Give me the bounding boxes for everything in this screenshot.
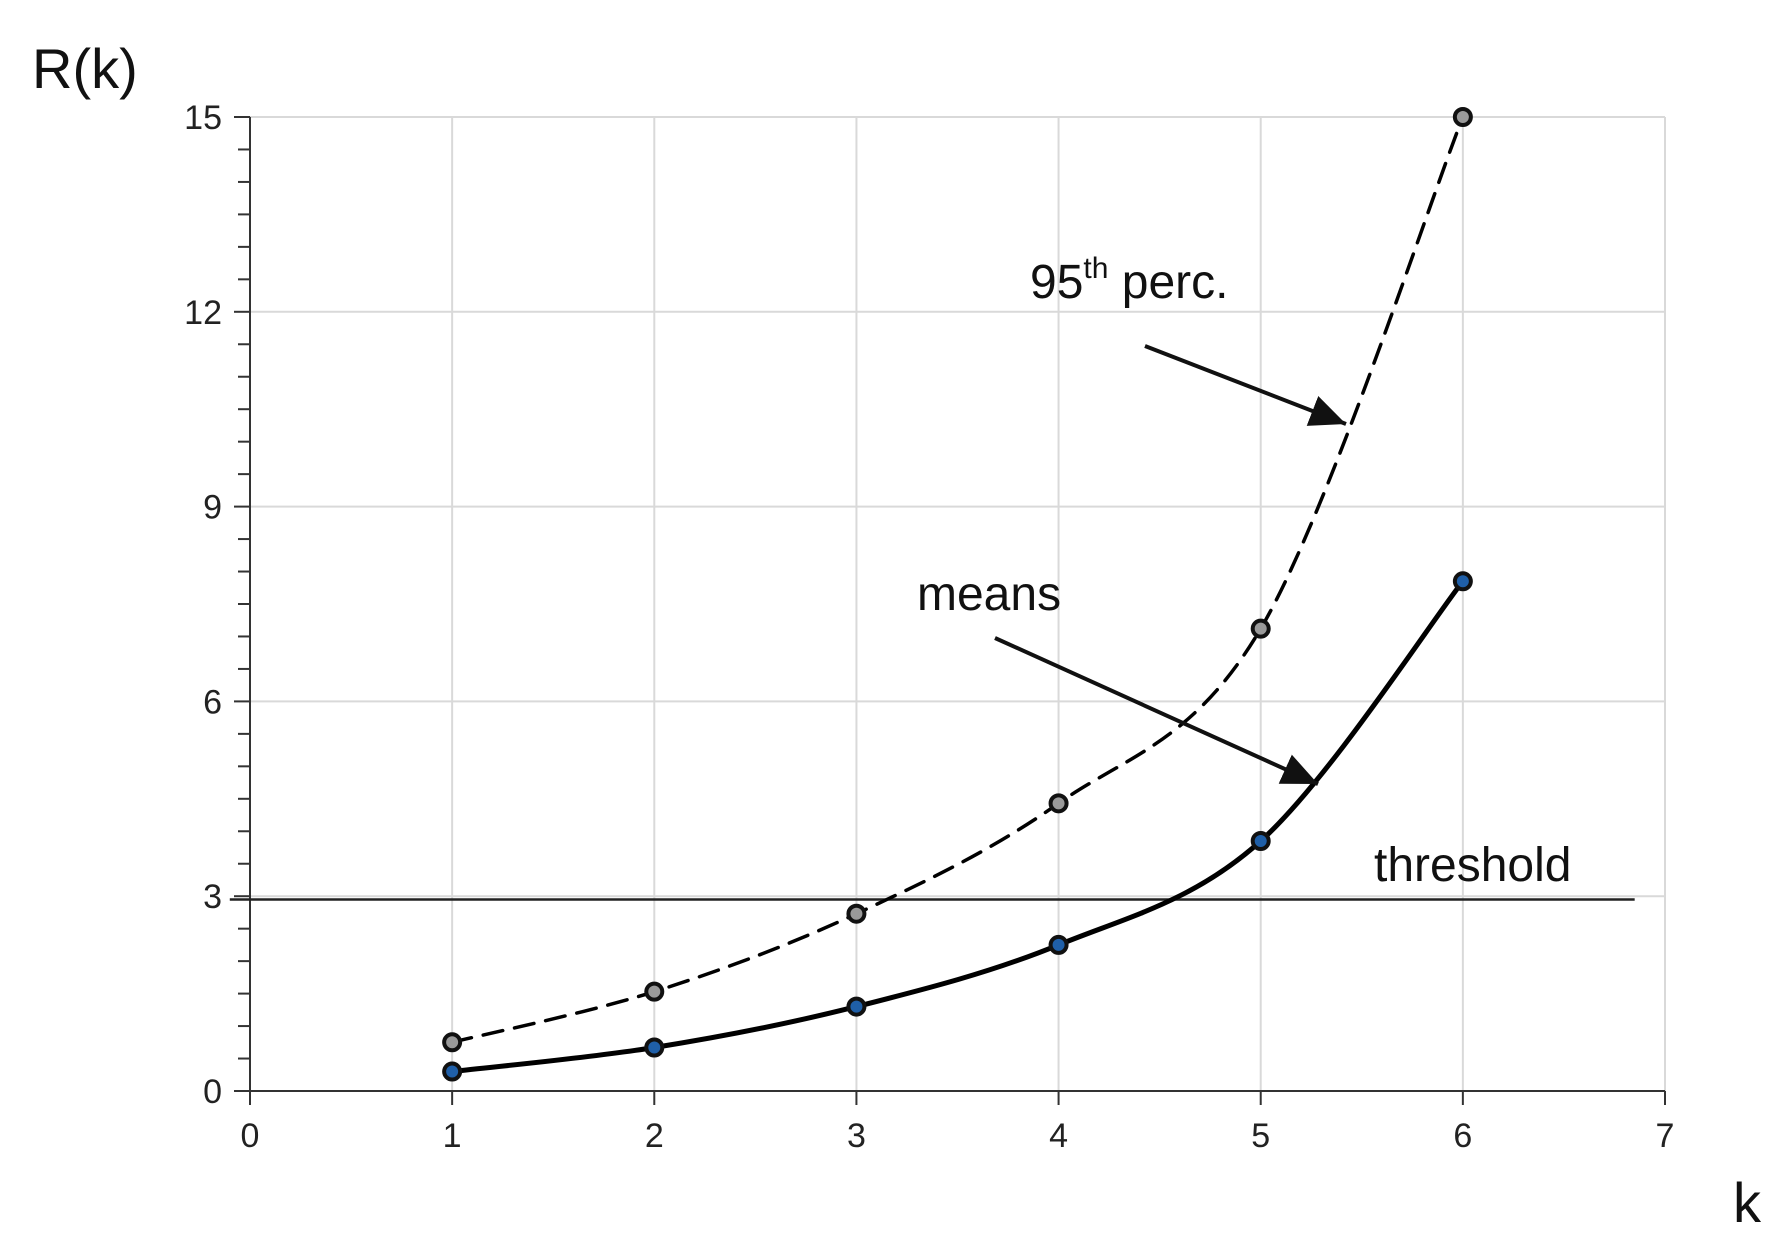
series-0-point-5	[1250, 831, 1271, 852]
series-1-point-1	[442, 1032, 463, 1053]
x-tick-label-0: 0	[241, 1117, 260, 1155]
series-1-point-3	[846, 903, 867, 924]
annotation-means: means	[917, 568, 1061, 621]
annotation-perc: 95th perc.	[1030, 252, 1228, 309]
y-tick-label-6: 6	[203, 683, 222, 721]
series-0-point-1	[442, 1061, 463, 1082]
series-1-point-5	[1250, 618, 1271, 639]
series-1-point-4	[1048, 793, 1069, 814]
annotation-layer: 95th perc. means threshold	[917, 252, 1571, 892]
x-axis-title: k	[1733, 1171, 1762, 1234]
series-0-point-6	[1452, 571, 1473, 592]
series-layer	[442, 107, 1473, 1082]
series-1-point-2	[644, 981, 665, 1002]
y-tick-label-0: 0	[203, 1073, 222, 1111]
grid	[250, 116, 1666, 1091]
x-tick-label-7: 7	[1656, 1117, 1675, 1155]
series-0-point-2	[644, 1037, 665, 1058]
x-tick-label-6: 6	[1453, 1117, 1472, 1155]
annotation-perc-sup: th	[1083, 252, 1108, 285]
x-tick-label-1: 1	[443, 1117, 462, 1155]
x-tick-label-2: 2	[645, 1117, 664, 1155]
x-tick-label-4: 4	[1049, 1117, 1068, 1155]
series-0-point-3	[846, 996, 867, 1017]
series-1-point-6	[1452, 107, 1473, 127]
y-tick-label-15: 15	[184, 99, 222, 137]
y-tick-label-9: 9	[203, 489, 222, 527]
x-tick-label-5: 5	[1251, 1117, 1270, 1155]
annotation-means-arrow	[994, 636, 1319, 786]
annotation-perc-rest: perc.	[1108, 256, 1228, 309]
x-tick-label-3: 3	[847, 1117, 866, 1155]
y-tick-label-3: 3	[203, 878, 222, 916]
y-axis-title: R(k)	[32, 37, 138, 100]
annotation-perc-arrow	[1144, 344, 1347, 426]
annotation-perc-main: 95	[1030, 256, 1083, 309]
y-tick-label-12: 12	[184, 294, 222, 332]
threshold-label: threshold	[1374, 839, 1571, 892]
series-line-0	[449, 578, 1466, 1075]
series-0-point-4	[1048, 934, 1069, 955]
